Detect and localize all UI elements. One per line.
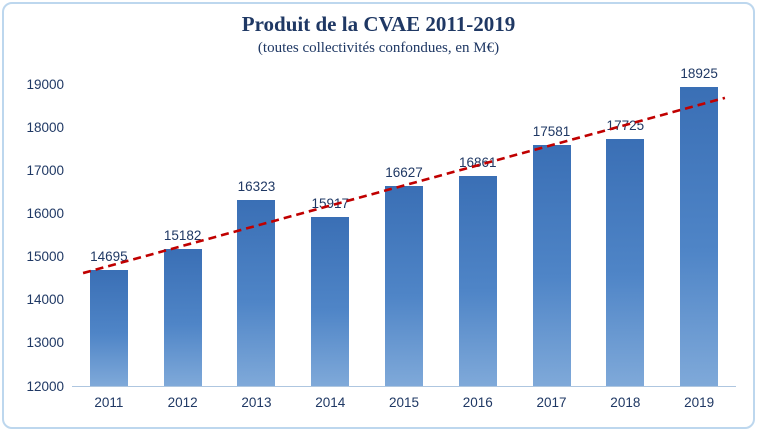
x-axis-label: 2011 [94, 395, 124, 410]
bar [237, 199, 276, 386]
bar-value-label: 17581 [532, 124, 571, 140]
x-axis-label: 2015 [388, 395, 420, 410]
plot-area: 12000 13000 14000 15000 16000 17000 18000 19000… [26, 66, 736, 410]
bar [458, 176, 497, 386]
bar [606, 139, 645, 386]
bar [163, 248, 202, 386]
bar [680, 87, 719, 386]
x-axis-label: 2016 [462, 395, 493, 410]
y-axis-label: 12000 [26, 378, 64, 394]
bar [89, 269, 128, 386]
chart-subtitle: (toutes collectivités confondues, en M€) [257, 40, 500, 56]
bar-value-label: 16627 [385, 165, 423, 181]
bar-value-label: 17725 [606, 118, 645, 134]
x-axis-label: 2018 [610, 395, 641, 410]
y-axis-label: 17000 [26, 162, 64, 178]
y-axis-label: 14000 [26, 291, 64, 307]
bar-value-label: 15917 [311, 196, 349, 212]
bar [385, 186, 423, 386]
x-axis-label: 2013 [241, 395, 272, 410]
x-axis-label: 2014 [315, 395, 346, 410]
bar-value-label: 16323 [237, 178, 276, 194]
x-axis-label: 2019 [684, 395, 715, 410]
y-axis-label: 18000 [26, 119, 64, 135]
x-axis-label: 2012 [167, 395, 198, 410]
y-axis-label: 16000 [26, 205, 64, 221]
bar-value-label: 18925 [680, 66, 718, 82]
bar-value-label: 15182 [163, 227, 202, 243]
bar-value-label: 16861 [458, 155, 497, 171]
y-axis-label: 15000 [26, 248, 64, 264]
bar-value-label: 14695 [90, 248, 128, 264]
y-axis-label: 13000 [26, 335, 64, 351]
y-axis-label: 19000 [26, 76, 64, 92]
bar [311, 217, 350, 386]
chart-title: Produit de la CVAE 2011-2019 [241, 12, 516, 36]
bar [532, 145, 571, 386]
x-axis-label: 2017 [536, 395, 567, 410]
